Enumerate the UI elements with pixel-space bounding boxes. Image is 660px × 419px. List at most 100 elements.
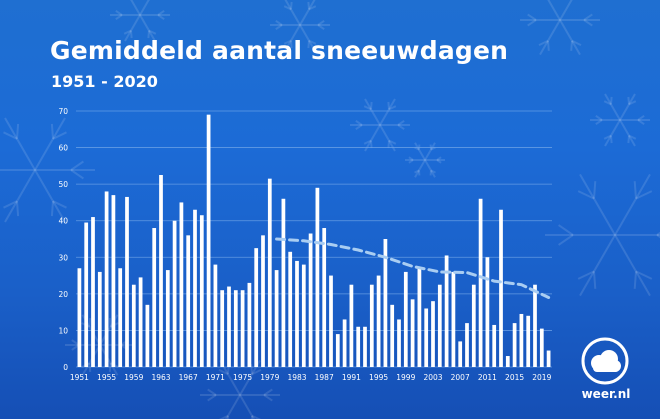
bar <box>451 271 456 367</box>
bar <box>431 301 435 367</box>
bar <box>410 299 415 367</box>
bar <box>240 290 245 367</box>
bar <box>471 284 476 367</box>
bar <box>315 187 320 367</box>
bar <box>295 260 299 367</box>
x-tick-label: 2011 <box>478 373 497 382</box>
bar <box>485 257 490 367</box>
bar <box>458 341 463 367</box>
bar <box>125 196 129 367</box>
bar <box>322 228 327 367</box>
bar <box>145 304 150 367</box>
bar <box>424 308 429 367</box>
trend-line <box>275 237 551 299</box>
x-tick-label: 2019 <box>532 373 551 382</box>
x-tick-label: 1959 <box>124 373 143 382</box>
x-tick-label: 1987 <box>315 373 334 382</box>
x-tick-label: 1995 <box>369 373 388 382</box>
bar <box>152 228 157 367</box>
bar <box>165 270 170 367</box>
x-tick-label: 1991 <box>342 373 361 382</box>
bar <box>288 251 293 367</box>
bar <box>505 356 510 367</box>
x-tick-label: 1951 <box>70 373 89 382</box>
bar <box>118 268 123 367</box>
chart-title: Gemiddeld aantal sneeuwdagen <box>50 36 509 65</box>
bar <box>308 233 313 367</box>
bar <box>499 209 503 367</box>
bar <box>131 284 136 367</box>
y-tick-label: 20 <box>58 290 68 299</box>
snowflake-icon <box>545 173 660 297</box>
bar <box>213 264 218 367</box>
bar <box>526 315 531 367</box>
bar <box>220 290 225 367</box>
bar <box>233 290 238 367</box>
snowflake-icon <box>350 98 410 152</box>
bar <box>397 319 401 367</box>
x-tick-label: 2007 <box>451 373 470 382</box>
x-tick-label: 1955 <box>97 373 116 382</box>
x-tick-label: 1975 <box>233 373 252 382</box>
bar <box>206 114 211 367</box>
bar <box>97 271 102 367</box>
x-tick-label: 1967 <box>179 373 198 382</box>
bar <box>193 209 197 367</box>
bar <box>77 268 82 367</box>
bar <box>342 319 347 367</box>
bar <box>492 324 497 367</box>
x-tick-label: 1963 <box>151 373 170 382</box>
bar <box>186 235 191 367</box>
bar <box>335 334 340 367</box>
bar <box>363 326 367 367</box>
y-tick-label: 0 <box>63 363 68 372</box>
bar <box>376 275 381 367</box>
bar <box>329 275 333 367</box>
bar <box>138 277 143 367</box>
bar <box>383 239 388 367</box>
bar <box>301 264 306 367</box>
bar <box>199 215 204 367</box>
bar <box>281 198 286 367</box>
bar <box>356 326 361 367</box>
x-tick-label: 1979 <box>260 373 279 382</box>
y-tick-label: 60 <box>58 144 68 153</box>
snowflake-icon <box>270 0 330 52</box>
snowflake-icon <box>590 93 650 147</box>
snowflake-icon <box>0 117 95 223</box>
y-tick-label: 40 <box>58 217 68 226</box>
snowflake-icon <box>520 0 600 56</box>
x-tick-label: 1983 <box>287 373 306 382</box>
bar <box>533 284 537 367</box>
bar <box>512 323 517 367</box>
bar <box>403 271 408 367</box>
y-tick-label: 50 <box>58 180 68 189</box>
bar <box>369 284 374 367</box>
bar <box>261 235 265 367</box>
bar <box>159 175 163 367</box>
x-tick-label: 2003 <box>423 373 442 382</box>
bar <box>267 178 272 367</box>
bar <box>465 323 469 367</box>
bar <box>519 313 524 367</box>
bar <box>478 198 483 367</box>
brand-name: weer.nl <box>581 387 631 401</box>
y-tick-label: 10 <box>58 326 68 335</box>
x-tick-label: 1971 <box>206 373 225 382</box>
bar <box>539 328 544 367</box>
bar <box>247 282 252 367</box>
bar <box>172 220 177 367</box>
bar <box>254 248 259 367</box>
chart-subtitle: 1951 - 2020 <box>51 72 158 91</box>
bar <box>390 304 395 367</box>
bar <box>227 286 231 367</box>
bar <box>111 195 116 367</box>
y-tick-label: 30 <box>58 253 68 262</box>
bar <box>179 202 184 367</box>
bar <box>91 217 95 367</box>
bar <box>546 350 551 367</box>
weer-logo-icon <box>581 337 629 385</box>
